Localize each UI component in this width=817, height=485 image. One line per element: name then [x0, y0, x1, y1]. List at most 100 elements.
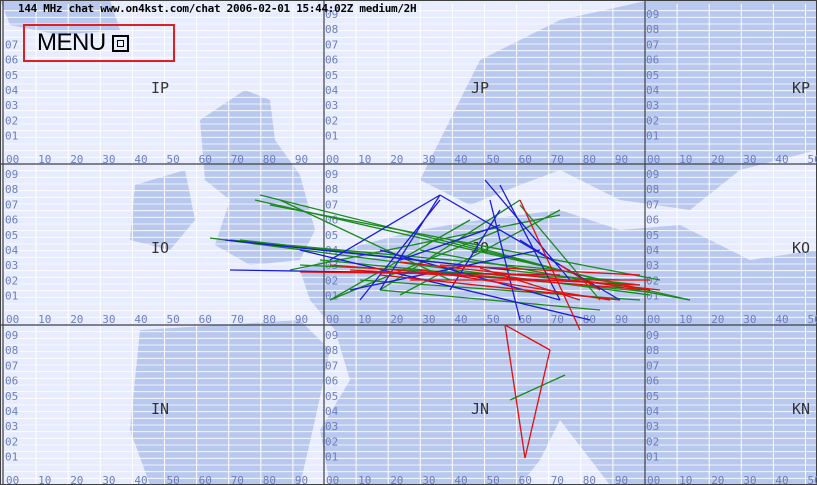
row-tick-label: 04 — [325, 84, 339, 97]
row-tick-label: 08 — [325, 344, 338, 357]
qso-link-line — [489, 199, 521, 321]
grid-tick-labels: 07 06 05 04 03 02 01 00 10 20 30 40 50 60 70 80 90 09 08 07… — [5, 8, 817, 485]
col-tick-label: 30 — [743, 313, 756, 326]
row-tick-label: 09 — [5, 168, 18, 181]
col-tick-label: 60 — [519, 153, 532, 166]
col-tick-label: 20 — [711, 474, 724, 485]
field-label: KO — [792, 239, 810, 257]
row-tick-label: 02 — [5, 114, 18, 127]
col-tick-label: 10 — [679, 474, 692, 485]
row-tick-label: 07 — [646, 198, 659, 211]
col-tick-label: 60 — [199, 474, 212, 485]
col-tick-label: 60 — [519, 313, 532, 326]
col-tick-label: 90 — [615, 474, 628, 485]
col-tick-label: 00 — [6, 474, 19, 485]
col-tick-label: 20 — [390, 474, 403, 485]
qso-link-line — [519, 204, 601, 301]
qso-link-line — [329, 194, 441, 261]
row-tick-label: 02 — [646, 114, 659, 127]
row-tick-label: 09 — [646, 8, 659, 21]
row-tick-label: 02 — [5, 274, 18, 287]
col-tick-label: 30 — [743, 474, 756, 485]
row-tick-label: 01 — [5, 290, 18, 303]
col-tick-label: 70 — [231, 313, 244, 326]
col-tick-label: 50 — [167, 474, 180, 485]
row-tick-label: 07 — [325, 38, 338, 51]
qso-link-line — [519, 199, 581, 331]
row-tick-label: 05 — [646, 390, 659, 403]
menu-button[interactable]: MENU — [23, 24, 175, 62]
row-tick-label: 07 — [646, 359, 659, 372]
row-tick-label: 04 — [646, 84, 660, 97]
col-tick-label: 60 — [199, 313, 212, 326]
field-label: IO — [151, 239, 169, 257]
row-tick-label: 01 — [5, 130, 18, 143]
row-tick-label: 03 — [646, 259, 659, 272]
qso-link-line — [524, 349, 551, 459]
col-tick-label: 10 — [358, 313, 371, 326]
col-tick-label: 40 — [134, 153, 147, 166]
col-tick-label: 30 — [102, 313, 115, 326]
col-tick-label: 80 — [263, 313, 276, 326]
col-tick-label: 90 — [295, 474, 308, 485]
col-tick-label: 60 — [519, 474, 532, 485]
col-tick-label: 30 — [422, 153, 435, 166]
row-tick-label: 02 — [5, 435, 18, 448]
col-tick-label: 10 — [358, 474, 371, 485]
col-tick-label: 50 — [808, 474, 817, 485]
qso-link-line — [399, 261, 661, 291]
qso-link-line — [419, 269, 611, 301]
col-tick-label: 10 — [38, 153, 51, 166]
col-tick-label: 50 — [487, 313, 500, 326]
row-tick-label: 04 — [5, 405, 19, 418]
col-tick-label: 40 — [454, 153, 467, 166]
row-tick-label: 09 — [5, 329, 18, 342]
row-tick-label: 05 — [325, 229, 338, 242]
col-tick-label: 50 — [808, 313, 817, 326]
col-tick-label: 00 — [647, 313, 660, 326]
row-tick-label: 02 — [325, 114, 338, 127]
field-label: JN — [471, 400, 489, 418]
row-tick-label: 01 — [325, 290, 338, 303]
col-tick-label: 40 — [775, 153, 788, 166]
row-tick-label: 01 — [646, 451, 659, 464]
col-tick-label: 00 — [6, 153, 19, 166]
row-tick-label: 03 — [325, 99, 338, 112]
row-tick-label: 09 — [325, 8, 338, 21]
col-tick-label: 30 — [102, 153, 115, 166]
row-tick-label: 06 — [646, 214, 659, 227]
col-tick-label: 70 — [551, 474, 564, 485]
col-tick-label: 10 — [38, 313, 51, 326]
field-label: KP — [792, 79, 810, 97]
row-tick-label: 08 — [5, 183, 18, 196]
row-tick-label: 03 — [5, 259, 18, 272]
col-tick-label: 40 — [454, 313, 467, 326]
row-tick-label: 01 — [5, 451, 18, 464]
row-tick-label: 09 — [646, 329, 659, 342]
col-tick-label: 20 — [711, 313, 724, 326]
col-tick-label: 80 — [583, 474, 596, 485]
col-tick-label: 70 — [551, 153, 564, 166]
row-tick-label: 06 — [5, 54, 18, 67]
col-tick-label: 30 — [422, 313, 435, 326]
row-tick-label: 04 — [5, 244, 19, 257]
qso-link-line — [559, 264, 601, 291]
row-tick-label: 05 — [646, 229, 659, 242]
col-tick-label: 10 — [679, 153, 692, 166]
row-tick-label: 06 — [325, 375, 338, 388]
row-tick-label: 06 — [646, 375, 659, 388]
row-tick-label: 02 — [646, 274, 659, 287]
col-tick-label: 00 — [326, 313, 339, 326]
col-tick-label: 70 — [551, 313, 564, 326]
qso-link-line — [504, 324, 551, 351]
row-tick-label: 05 — [646, 69, 659, 82]
field-labels: IPJPKPIOJOKOINJNKN — [151, 79, 810, 418]
col-tick-label: 50 — [487, 153, 500, 166]
row-tick-label: 09 — [325, 329, 338, 342]
col-tick-label: 80 — [263, 153, 276, 166]
row-tick-label: 07 — [646, 38, 659, 51]
col-tick-label: 80 — [583, 153, 596, 166]
row-tick-label: 04 — [646, 244, 660, 257]
col-tick-label: 50 — [167, 313, 180, 326]
